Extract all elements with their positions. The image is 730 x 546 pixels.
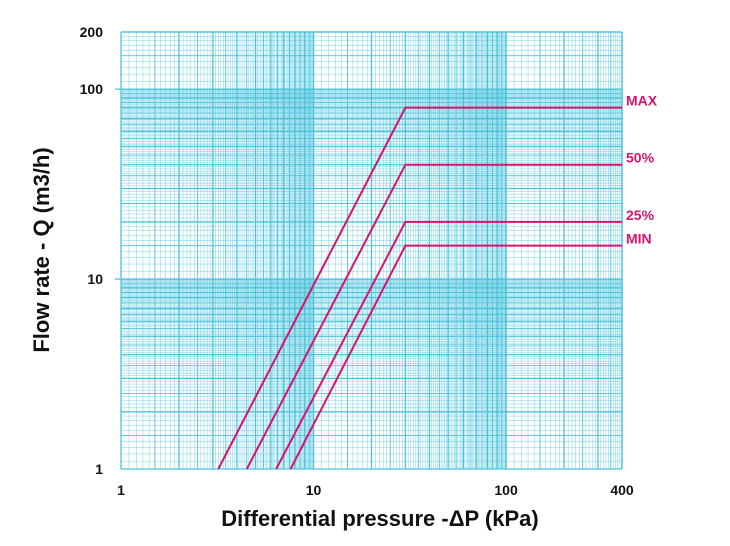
series-line-max [217, 106, 622, 470]
series-line-50pct [245, 163, 622, 470]
series-label-max: MAX [626, 93, 658, 109]
y-tick-labels: 1 10 100 200 [80, 24, 104, 477]
y-axis-title: Flow rate - Q (m3/h) [29, 147, 54, 352]
y-tick-label: 1 [95, 461, 103, 477]
x-tick-label: 10 [306, 482, 322, 498]
y-tick-label: 200 [80, 24, 104, 40]
series-label-25pct: 25% [626, 207, 655, 223]
y-tick-label: 100 [80, 81, 104, 97]
series-label-min: MIN [626, 231, 652, 247]
x-tick-label: 400 [610, 482, 634, 498]
x-axis-title: Differential pressure -ΔP (kPa) [221, 506, 538, 531]
x-tick-labels: 1 10 100 400 [117, 482, 634, 498]
series-lines [217, 106, 622, 470]
x-tick-label: 1 [117, 482, 125, 498]
series-line-25pct [275, 220, 622, 470]
series-line-min [289, 244, 622, 470]
series-label-50pct: 50% [626, 150, 655, 166]
series-labels: MAX 50% 25% MIN [626, 93, 658, 247]
x-tick-label: 100 [494, 482, 518, 498]
major-gridlines [115, 31, 623, 470]
y-tick-label: 10 [87, 271, 103, 287]
minor-gridlines [121, 32, 622, 469]
